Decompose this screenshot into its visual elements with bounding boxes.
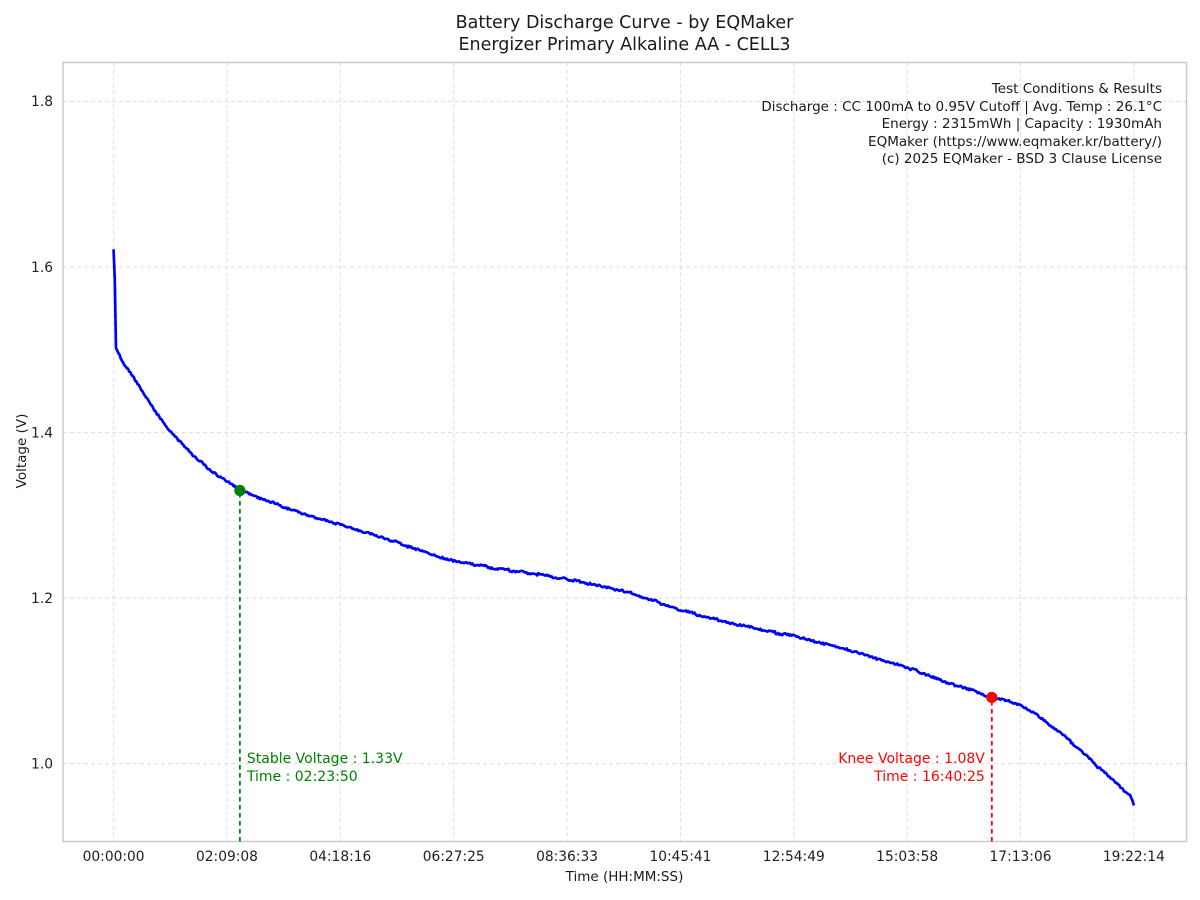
discharge-curve [112,249,1135,806]
y-tick-label: 1.0 [31,756,53,772]
y-axis-label: Voltage (V) [14,413,30,489]
x-tick-label: 17:13:06 [990,849,1052,865]
x-tick-label: 00:00:00 [83,849,145,865]
y-tick-label: 1.2 [31,591,53,607]
y-tick-label: 1.8 [31,94,53,110]
test-conditions-block: Test Conditions & Results Discharge : CC… [761,81,1162,169]
knee-annotation-time: Time : 16:40:25 [874,769,985,785]
info-line-discharge: Discharge : CC 100mA to 0.95V Cutoff | A… [761,98,1162,115]
plot-frame [62,61,1188,843]
knee-marker-dot [986,691,998,704]
info-line-license: (c) 2025 EQMaker - BSD 3 Clause License [881,151,1162,167]
chart-title: Battery Discharge Curve - by EQMaker [455,13,794,33]
x-tick-label: 04:18:16 [309,849,371,865]
title-block: Battery Discharge Curve - by EQMaker Ene… [63,13,1186,56]
x-tick-label: 10:45:41 [649,849,711,865]
y-tick-label: 1.4 [31,425,53,441]
chart-subtitle: Energizer Primary Alkaline AA - CELL3 [458,34,791,55]
x-tick-label: 19:22:14 [1103,849,1165,865]
info-line-url: EQMaker (https://www.eqmaker.kr/battery/… [868,133,1162,150]
info-line-energy: Energy : 2315mWh | Capacity : 1930mAh [881,116,1162,132]
x-tick-label: 08:36:33 [536,849,598,865]
stable-marker-dot [234,484,246,497]
stable-annotation-time: Time : 02:23:50 [246,769,358,785]
x-tick-label: 02:09:08 [196,849,258,865]
stable-annotation: Stable Voltage : 1.33V Time : 02:23:50 [247,750,403,786]
y-tick-label: 1.6 [31,260,53,276]
knee-annotation: Knee Voltage : 1.08V Time : 16:40:25 [838,750,985,786]
x-tick-label: 15:03:58 [876,849,938,865]
info-line-title: Test Conditions & Results [991,81,1162,97]
knee-annotation-voltage: Knee Voltage : 1.08V [838,751,985,767]
x-tick-label: 06:27:25 [423,849,485,865]
x-axis-label: Time (HH:MM:SS) [565,869,684,885]
x-tick-label: 12:54:49 [763,849,825,865]
stable-annotation-voltage: Stable Voltage : 1.33V [246,751,403,767]
